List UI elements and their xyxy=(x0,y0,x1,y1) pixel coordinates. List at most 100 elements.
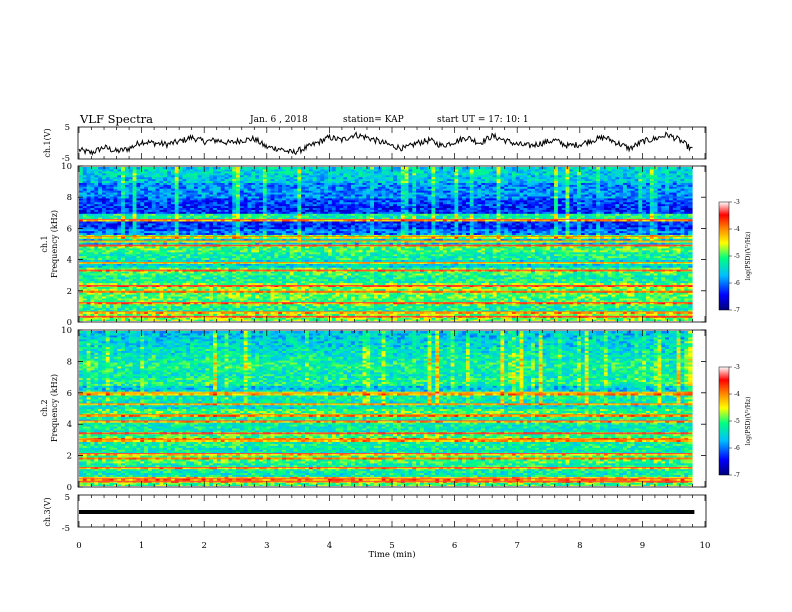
spectrogram-cell xyxy=(266,168,272,172)
spectrogram-cell xyxy=(266,305,272,309)
spectrogram-cell xyxy=(308,253,314,257)
spectrogram-cell xyxy=(178,197,184,201)
spectrogram-cell xyxy=(90,280,95,284)
spectrogram-cell xyxy=(167,292,172,295)
spectrogram-cell xyxy=(213,303,218,307)
spectrogram-cell xyxy=(170,176,176,180)
spectrogram-cell xyxy=(232,288,237,291)
spectrogram-cell xyxy=(228,303,233,307)
spectrogram-cell xyxy=(136,203,141,207)
spectrogram-cell xyxy=(216,228,222,232)
spectrogram-cell xyxy=(289,292,295,295)
spectrogram-cell xyxy=(282,213,287,216)
spectrogram-cell xyxy=(178,213,184,216)
spectrogram-cell xyxy=(251,297,256,301)
spectrogram-cell xyxy=(247,319,252,321)
spectrogram-cell xyxy=(113,234,118,237)
spectrogram-cell xyxy=(278,295,283,299)
spectrogram-cell xyxy=(216,303,222,307)
spectrogram-cell xyxy=(178,209,184,212)
spectrogram-cell xyxy=(293,230,298,234)
spectrogram-cell xyxy=(289,303,295,307)
spectrogram-cell xyxy=(278,186,283,189)
spectrogram-cell xyxy=(159,168,164,172)
spectrogram-cell xyxy=(259,274,264,278)
spectrogram-cell xyxy=(274,319,279,321)
spectrogram-cell xyxy=(301,276,306,280)
spectrogram-cell xyxy=(190,319,195,321)
spectrogram-cell xyxy=(205,263,210,266)
spectrogram-cell xyxy=(301,182,306,185)
spectrogram-cell xyxy=(293,213,298,216)
spectrogram-cell xyxy=(86,288,92,291)
spectrogram-cell xyxy=(220,167,226,170)
spectrogram-cell xyxy=(155,172,161,176)
spectrogram-cell xyxy=(190,313,195,316)
spectrogram-cell xyxy=(151,299,157,303)
spectrogram-cell xyxy=(140,259,145,262)
spectrogram-cell xyxy=(167,267,172,270)
spectrogram-cell xyxy=(113,267,118,270)
spectrogram-cell xyxy=(90,319,95,321)
spectrogram-cell xyxy=(274,297,279,301)
spectrogram-cell xyxy=(205,170,210,174)
spectrogram-cell xyxy=(193,292,199,295)
spectrogram-cell xyxy=(312,272,318,276)
spectrogram-cell xyxy=(113,295,118,299)
spectrogram-cell xyxy=(262,317,268,320)
spectrogram-cell xyxy=(301,286,306,289)
spectrogram-cell xyxy=(159,184,164,187)
spectrogram-cell xyxy=(151,213,157,216)
spectrogram-cell xyxy=(243,238,249,241)
spectrogram-cell xyxy=(178,170,184,174)
spectrogram-cell xyxy=(121,280,126,284)
spectrogram-cell xyxy=(159,228,164,232)
spectrogram-cell xyxy=(285,292,291,295)
spectrogram-cell xyxy=(255,209,260,212)
spectrogram-cell xyxy=(262,307,268,311)
spectrogram-cell xyxy=(297,301,302,305)
spectrogram-cell xyxy=(216,240,222,243)
spectrogram-cell xyxy=(247,297,252,301)
spectrogram-cell xyxy=(209,292,214,295)
spectrogram-cell xyxy=(224,167,230,170)
spectrogram-cell xyxy=(79,236,84,239)
spectrogram-cell xyxy=(193,192,199,195)
spectrogram-cell xyxy=(301,168,306,172)
spectrogram-cell xyxy=(247,230,252,234)
spectrogram-cell xyxy=(305,311,310,314)
spectrogram-cell xyxy=(209,309,214,312)
spectrogram-cell xyxy=(105,236,111,239)
spectrogram-cell xyxy=(167,168,172,172)
spectrogram-cell xyxy=(308,215,314,218)
spectrogram-cell xyxy=(289,245,295,249)
spectrogram-cell xyxy=(117,232,122,235)
spectrogram-cell xyxy=(220,197,226,201)
spectrogram-cell xyxy=(167,295,172,299)
spectrogram-cell xyxy=(193,186,199,189)
spectrogram-cell xyxy=(305,170,310,174)
spectrogram-cell xyxy=(190,280,195,284)
spectrogram-cell xyxy=(124,267,130,270)
spectrogram-cell xyxy=(308,201,314,205)
spectrogram-cell xyxy=(213,203,218,207)
spectrogram-cell xyxy=(117,249,122,253)
spectrogram-cell xyxy=(94,176,99,180)
spectrogram-cell xyxy=(79,253,84,257)
spectrogram-cell xyxy=(270,270,275,274)
spectrogram-cell xyxy=(128,245,134,249)
spectrogram-cell xyxy=(86,305,92,309)
spectrogram-cell xyxy=(82,311,88,314)
spectrogram-cell xyxy=(308,205,314,209)
spectrogram-cell xyxy=(124,257,130,260)
spectrogram-cell xyxy=(155,178,161,182)
spectrogram-cell xyxy=(140,272,145,276)
spectrogram-cell xyxy=(167,257,172,260)
spectrogram-cell xyxy=(86,317,92,320)
spectrogram-cell xyxy=(190,295,195,299)
spectrogram-cell xyxy=(209,222,214,226)
spectrogram-cell xyxy=(186,228,191,232)
spectrogram-cell xyxy=(247,176,252,180)
spectrogram-cell xyxy=(140,288,145,291)
spectrogram-cell xyxy=(220,242,226,245)
